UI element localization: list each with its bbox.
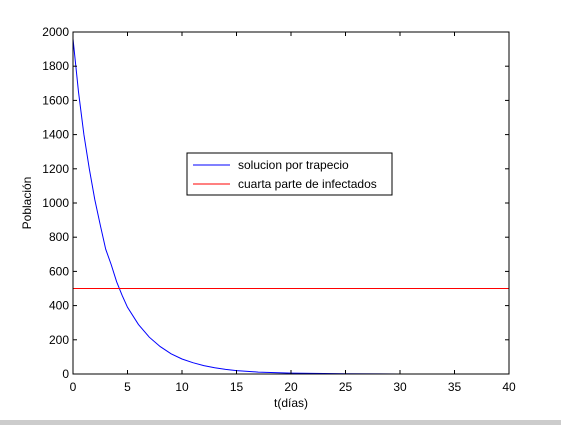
x-tick-label: 35 [448,380,462,394]
legend-label-cuarta-parte-de-infectados: cuarta parte de infectados [238,177,377,191]
y-tick-label: 1200 [42,162,69,176]
legend-label-solucion-por-trapecio: solucion por trapecio [238,158,349,172]
y-tick-label: 200 [49,333,69,347]
y-tick-label: 1600 [42,93,69,107]
x-axis-label: t(días) [274,396,308,410]
plot-area [73,32,509,374]
x-tick-label: 0 [70,380,77,394]
legend-box [186,152,393,196]
x-tick-label: 15 [230,380,244,394]
y-tick-label: 2000 [42,25,69,39]
y-tick-label: 1800 [42,59,69,73]
y-tick-label: 400 [49,299,69,313]
y-axis-label: Población [20,177,34,230]
x-tick-label: 25 [339,380,353,394]
y-tick-label: 1000 [42,196,69,210]
y-tick-label: 0 [62,367,69,381]
x-tick-label: 5 [124,380,131,394]
legend: solucion por trapecio cuarta parte de in… [186,152,393,196]
y-tick-label: 600 [49,264,69,278]
x-tick-label: 10 [175,380,189,394]
x-tick-label: 30 [393,380,407,394]
y-tick-label: 800 [49,230,69,244]
series-line-solucion-por-trapecio [72,38,509,375]
x-tick-label: 20 [284,380,298,394]
y-tick-label: 1400 [42,128,69,142]
x-tick-label: 40 [502,380,516,394]
